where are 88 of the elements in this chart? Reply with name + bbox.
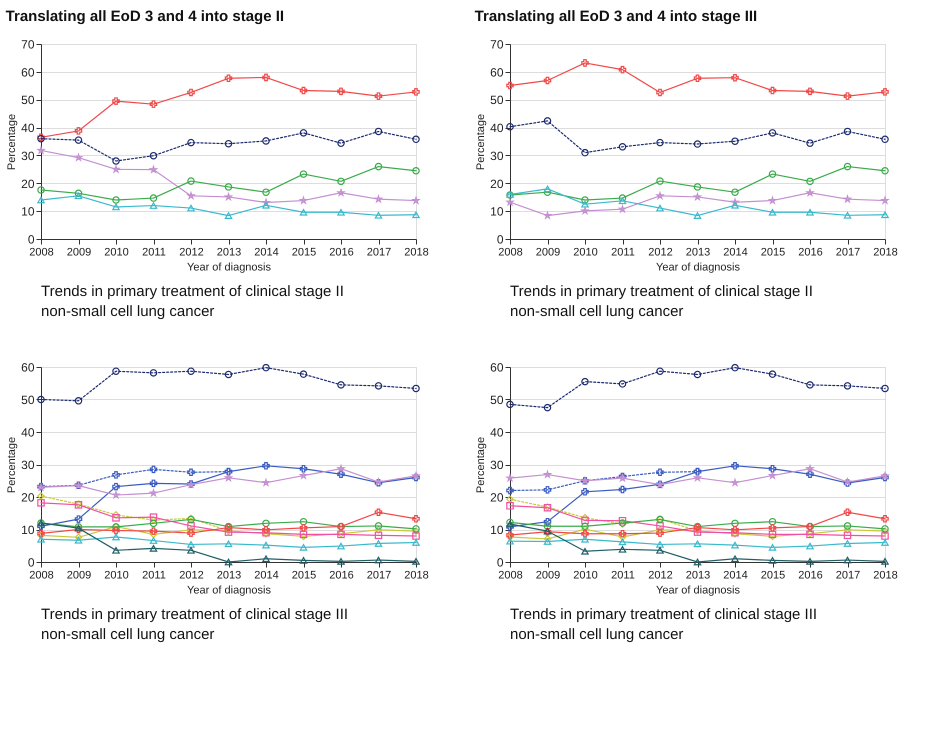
x-tick-label: 2015 [292,570,316,582]
y-tick-label: 60 [490,65,504,80]
y-tick-label: 10 [21,204,35,219]
x-tick-label: 2013 [686,246,710,258]
y-tick-label: 0 [496,556,504,570]
x-tick-label: 2009 [66,570,92,582]
y-tick-label: 0 [28,556,35,570]
x-tick-label: 2017 [836,570,860,582]
y-tick-label: 50 [490,93,504,108]
x-tick-label: 2015 [760,246,786,258]
y-tick-label: 0 [496,232,504,246]
x-tick-label: 2008 [29,246,54,258]
y-tick-label: 0 [28,232,35,246]
x-tick-label: 2017 [836,246,860,258]
x-tick-label: 2018 [404,570,429,582]
x-tick-label: 2018 [404,246,429,258]
y-tick-label: 40 [490,121,504,136]
y-axis-title: Percentage [475,114,488,170]
y-tick-label: 50 [21,93,35,108]
x-tick-label: 2016 [329,246,354,258]
x-tick-label: 2015 [292,246,316,258]
x-tick-label: 2010 [104,570,129,582]
x-tick-label: 2016 [329,570,354,582]
x-tick-label: 2013 [216,570,242,582]
x-tick-label: 2014 [723,246,748,258]
x-tick-label: 2010 [573,570,598,582]
x-tick-label: 2017 [366,246,392,258]
y-tick-label: 70 [21,38,35,52]
y-tick-label: 10 [21,523,35,537]
x-tick-label: 2012 [179,570,204,582]
x-tick-label: 2014 [254,246,279,258]
y-tick-label: 20 [490,490,504,504]
x-tick-label: 2016 [798,570,823,582]
x-tick-label: 2012 [648,570,673,582]
x-tick-label: 2011 [142,246,166,258]
x-axis-title: Year of diagnosis [656,584,740,596]
x-axis-title: Year of diagnosis [187,262,272,274]
x-tick-label: 2010 [104,246,129,258]
x-tick-label: 2011 [611,570,635,582]
chart-title: Translating all EoD 3 and 4 into stage II [6,8,284,25]
x-tick-label: 2013 [686,570,710,582]
x-axis-title: Year of diagnosis [656,262,740,274]
text: Trends in primary treatment of clinical stage II non-small cell lung cancer [41,283,344,320]
x-tick-label: 2009 [536,570,560,582]
y-axis-title: Percentage [6,436,18,494]
x-tick-label: 2010 [573,246,598,258]
y-tick-label: 20 [490,176,504,191]
x-tick-label: 2018 [873,570,898,582]
text: Trends in primary treatment of clinical stage III non-small cell lung cancer [41,606,348,643]
y-tick-label: 30 [21,148,35,163]
x-tick-label: 2017 [366,570,392,582]
x-tick-label: 2016 [798,246,823,258]
x-tick-label: 2015 [760,570,786,582]
y-tick-label: 20 [21,490,35,504]
y-tick-label: 40 [490,426,504,440]
y-axis-title: Percentage [475,436,488,494]
x-tick-label: 2012 [648,246,673,258]
x-tick-label: 2011 [142,570,166,582]
x-tick-label: 2012 [179,246,204,258]
x-axis-title: Year of diagnosis [187,584,272,596]
y-tick-label: 30 [490,458,504,472]
y-tick-label: 30 [490,148,504,163]
text: Trends in primary treatment of clinical stage III non-small cell lung cancer [510,606,818,643]
x-tick-label: 2014 [254,570,279,582]
x-tick-label: 2013 [216,246,242,258]
x-tick-label: 2008 [498,570,523,582]
y-tick-label: 50 [21,393,35,407]
x-tick-label: 2008 [498,246,523,258]
y-tick-label: 60 [21,360,35,374]
chart-title: Translating all EoD 3 and 4 into stage III [474,8,758,25]
y-tick-label: 30 [21,458,35,472]
y-tick-label: 50 [490,393,504,407]
x-tick-label: 2018 [873,246,898,258]
y-tick-label: 60 [21,65,35,80]
y-tick-label: 10 [490,204,504,219]
text: Trends in primary treatment of clinical stage II non-small cell lung cancer [510,283,813,320]
y-tick-label: 40 [21,426,35,440]
x-tick-label: 2008 [29,570,54,582]
x-tick-label: 2009 [66,246,92,258]
y-axis-title: Percentage [6,114,18,170]
y-tick-label: 10 [490,523,504,537]
x-tick-label: 2011 [611,246,635,258]
y-tick-label: 20 [21,176,35,191]
y-tick-label: 70 [490,38,504,52]
x-tick-label: 2014 [723,570,748,582]
y-tick-label: 60 [490,360,504,374]
x-tick-label: 2009 [536,246,560,258]
y-tick-label: 40 [21,121,35,136]
